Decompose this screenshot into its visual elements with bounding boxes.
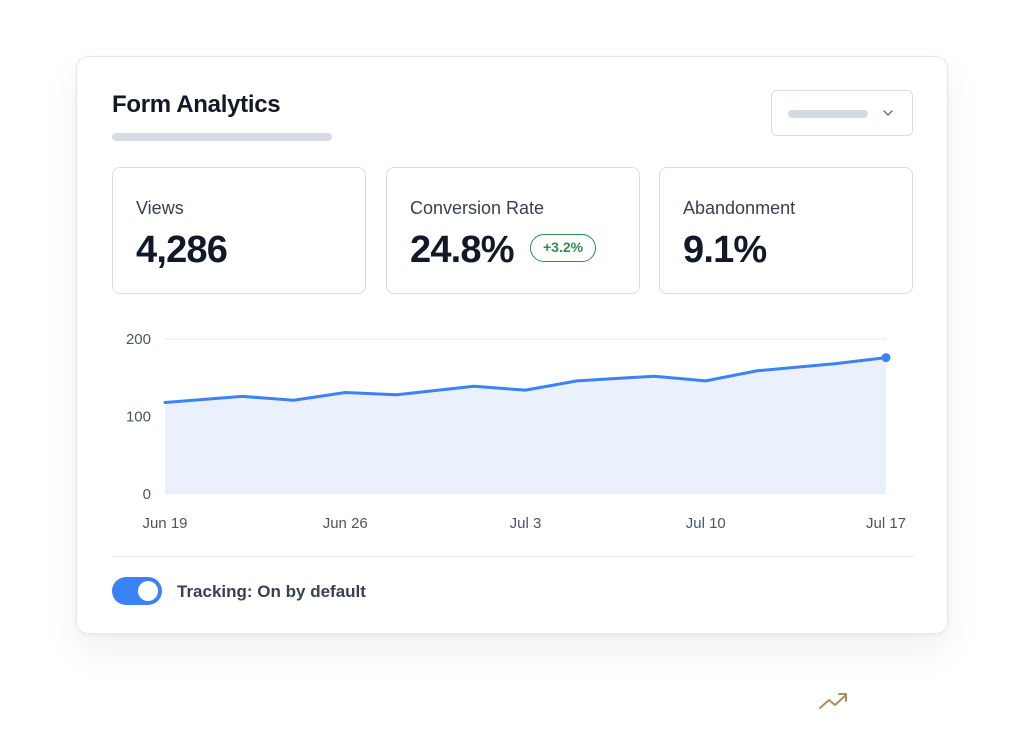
chevron-down-icon bbox=[883, 110, 893, 116]
area-fill bbox=[165, 357, 886, 494]
card-title: Form Analytics bbox=[112, 91, 281, 118]
x-tick-label: Jul 17 bbox=[866, 515, 906, 532]
series-line bbox=[163, 356, 888, 405]
metric-card-abandonment: Abandonment 9.1% bbox=[659, 167, 913, 294]
dropdown-placeholder bbox=[788, 110, 868, 118]
metric-value: 4,286 bbox=[136, 229, 228, 271]
footer-divider bbox=[112, 556, 914, 557]
metric-value: 24.8% bbox=[410, 229, 515, 271]
data-point bbox=[881, 353, 891, 363]
metric-card-conversion-rate: Conversion Rate 24.8% +3.2% bbox=[386, 167, 640, 294]
x-tick-label: Jun 26 bbox=[323, 515, 368, 532]
metric-value: 9.1% bbox=[683, 229, 767, 271]
toggle-knob bbox=[138, 581, 158, 601]
x-tick-label: Jul 10 bbox=[686, 515, 726, 532]
tracking-label: Tracking: On by default bbox=[177, 582, 366, 601]
y-tick-label: 100 bbox=[126, 409, 151, 426]
x-tick-label: Jun 19 bbox=[142, 515, 187, 532]
y-tick-label: 0 bbox=[143, 486, 151, 503]
y-tick-label: 200 bbox=[126, 331, 151, 348]
date-range-dropdown[interactable] bbox=[771, 90, 913, 136]
metric-card-views: Views 4,286 bbox=[112, 167, 366, 294]
metric-label: Views bbox=[136, 198, 184, 218]
x-tick-label: Jul 3 bbox=[510, 515, 542, 532]
metric-label: Conversion Rate bbox=[410, 198, 545, 218]
delta-badge: +3.2% bbox=[530, 234, 597, 262]
analytics-card: Form Analytics Views 4,286 Conversion Ra… bbox=[76, 56, 948, 634]
views-area-chart: 0 100 200 Jun 19 Jun 26 Jul 3 Jul 10 Jul 17 bbox=[126, 331, 906, 532]
title-underline bbox=[112, 133, 332, 141]
metric-label: Abandonment bbox=[683, 198, 796, 218]
trending-up-icon bbox=[819, 693, 847, 709]
tracking-toggle[interactable] bbox=[112, 577, 162, 605]
